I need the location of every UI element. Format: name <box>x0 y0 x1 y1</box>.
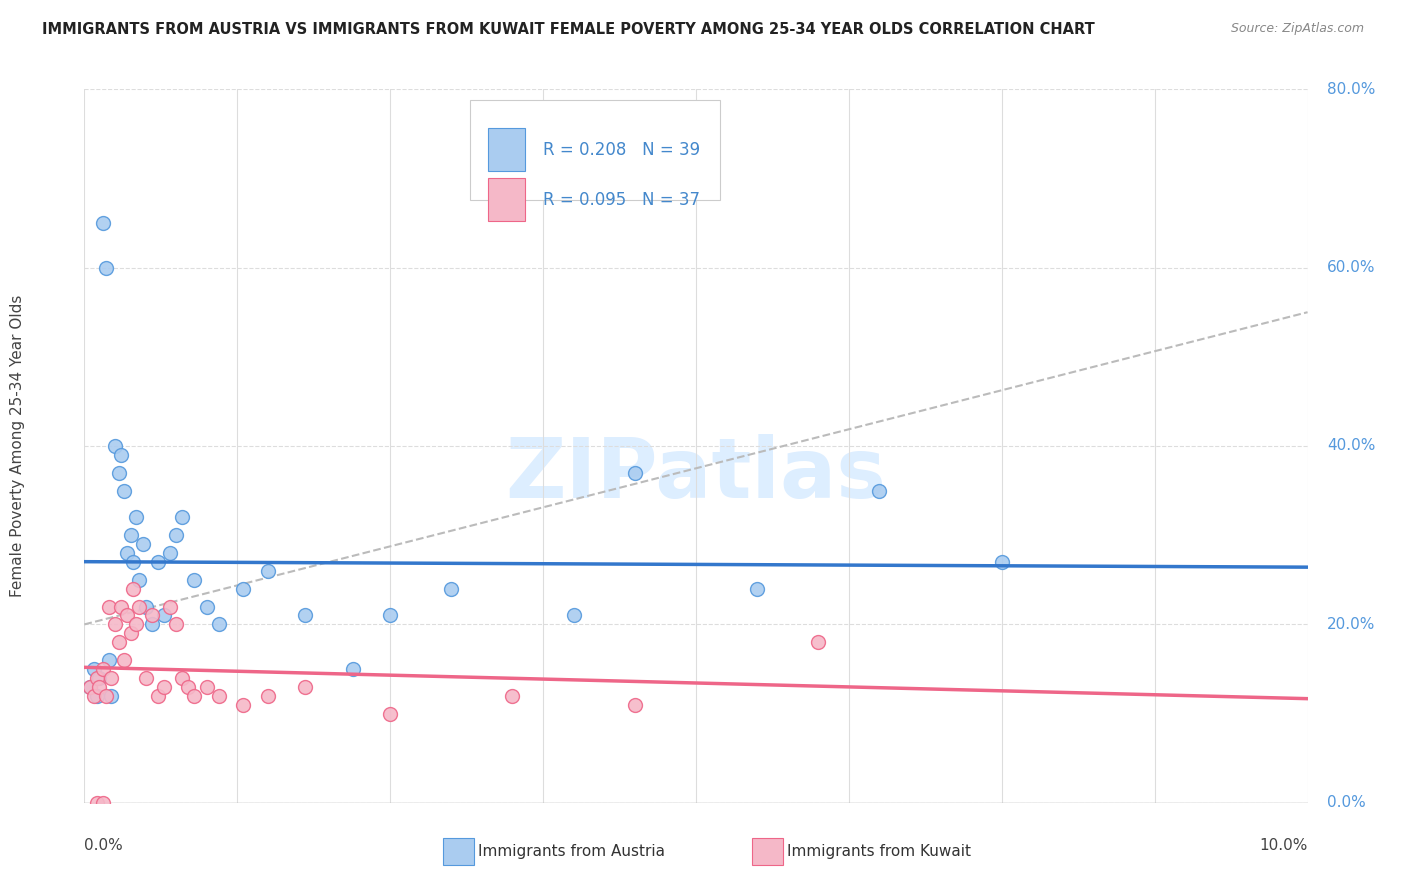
Point <box>380 706 402 721</box>
Point <box>87 671 110 685</box>
Point <box>232 698 254 712</box>
Point <box>86 796 108 810</box>
Point <box>165 617 187 632</box>
Text: Immigrants from Austria: Immigrants from Austria <box>478 845 665 859</box>
Point <box>159 546 181 560</box>
Text: Source: ZipAtlas.com: Source: ZipAtlas.com <box>1230 22 1364 36</box>
Point <box>141 617 163 632</box>
Point <box>232 582 254 596</box>
Point <box>91 796 114 810</box>
Point <box>97 599 120 614</box>
Point <box>165 528 187 542</box>
Point <box>120 528 142 542</box>
Point <box>110 599 132 614</box>
Point <box>208 617 231 632</box>
Point <box>177 680 200 694</box>
Point <box>807 635 830 649</box>
Text: 0.0%: 0.0% <box>1327 796 1365 810</box>
Point <box>120 626 142 640</box>
Point <box>97 653 120 667</box>
Text: Immigrants from Kuwait: Immigrants from Kuwait <box>787 845 972 859</box>
Point <box>869 483 891 498</box>
Point <box>86 671 108 685</box>
Text: 60.0%: 60.0% <box>1327 260 1375 275</box>
Point <box>87 680 110 694</box>
Point <box>159 599 181 614</box>
Point <box>183 689 205 703</box>
FancyBboxPatch shape <box>488 128 524 171</box>
Text: 40.0%: 40.0% <box>1327 439 1375 453</box>
Point <box>183 573 205 587</box>
FancyBboxPatch shape <box>488 178 524 221</box>
Point <box>83 662 105 676</box>
Point <box>380 608 402 623</box>
FancyBboxPatch shape <box>470 100 720 200</box>
Point <box>195 599 218 614</box>
Text: R = 0.208   N = 39: R = 0.208 N = 39 <box>543 141 700 159</box>
Point <box>112 483 135 498</box>
Point <box>153 608 176 623</box>
Point <box>141 608 163 623</box>
Point <box>172 510 194 524</box>
Point <box>115 546 138 560</box>
Point <box>96 260 118 275</box>
Point <box>100 689 122 703</box>
Point <box>990 555 1012 569</box>
Point <box>132 537 155 551</box>
Point <box>100 671 122 685</box>
Point <box>107 466 129 480</box>
Point <box>128 599 150 614</box>
Point <box>86 689 108 703</box>
Point <box>110 448 132 462</box>
Point <box>294 608 316 623</box>
Point <box>624 466 647 480</box>
Point <box>294 680 316 694</box>
Point <box>107 635 129 649</box>
Text: 10.0%: 10.0% <box>1260 838 1308 854</box>
Point <box>125 617 148 632</box>
Point <box>79 680 101 694</box>
Text: ZIPatlas: ZIPatlas <box>506 434 886 515</box>
Point <box>257 564 280 578</box>
Point <box>153 680 176 694</box>
Point <box>562 608 585 623</box>
Point <box>624 698 647 712</box>
Point <box>91 216 114 230</box>
Point <box>195 680 218 694</box>
Point <box>172 671 194 685</box>
Point <box>83 689 105 703</box>
Point <box>104 617 127 632</box>
Point <box>96 689 118 703</box>
Point <box>257 689 280 703</box>
Point <box>112 653 135 667</box>
Point <box>79 680 101 694</box>
Point <box>104 439 127 453</box>
Point <box>91 662 114 676</box>
Point <box>745 582 768 596</box>
Point <box>115 608 138 623</box>
Text: Female Poverty Among 25-34 Year Olds: Female Poverty Among 25-34 Year Olds <box>10 295 24 597</box>
Point <box>135 599 157 614</box>
Point <box>125 510 148 524</box>
Point <box>440 582 463 596</box>
Point <box>501 689 523 703</box>
Point <box>135 671 157 685</box>
Point <box>122 582 145 596</box>
Point <box>342 662 364 676</box>
Point <box>146 689 169 703</box>
Point <box>122 555 145 569</box>
Point <box>128 573 150 587</box>
Text: 0.0%: 0.0% <box>84 838 124 854</box>
Text: 80.0%: 80.0% <box>1327 82 1375 96</box>
Point <box>146 555 169 569</box>
Point <box>208 689 231 703</box>
Text: R = 0.095   N = 37: R = 0.095 N = 37 <box>543 191 700 209</box>
Text: IMMIGRANTS FROM AUSTRIA VS IMMIGRANTS FROM KUWAIT FEMALE POVERTY AMONG 25-34 YEA: IMMIGRANTS FROM AUSTRIA VS IMMIGRANTS FR… <box>42 22 1095 37</box>
Text: 20.0%: 20.0% <box>1327 617 1375 632</box>
